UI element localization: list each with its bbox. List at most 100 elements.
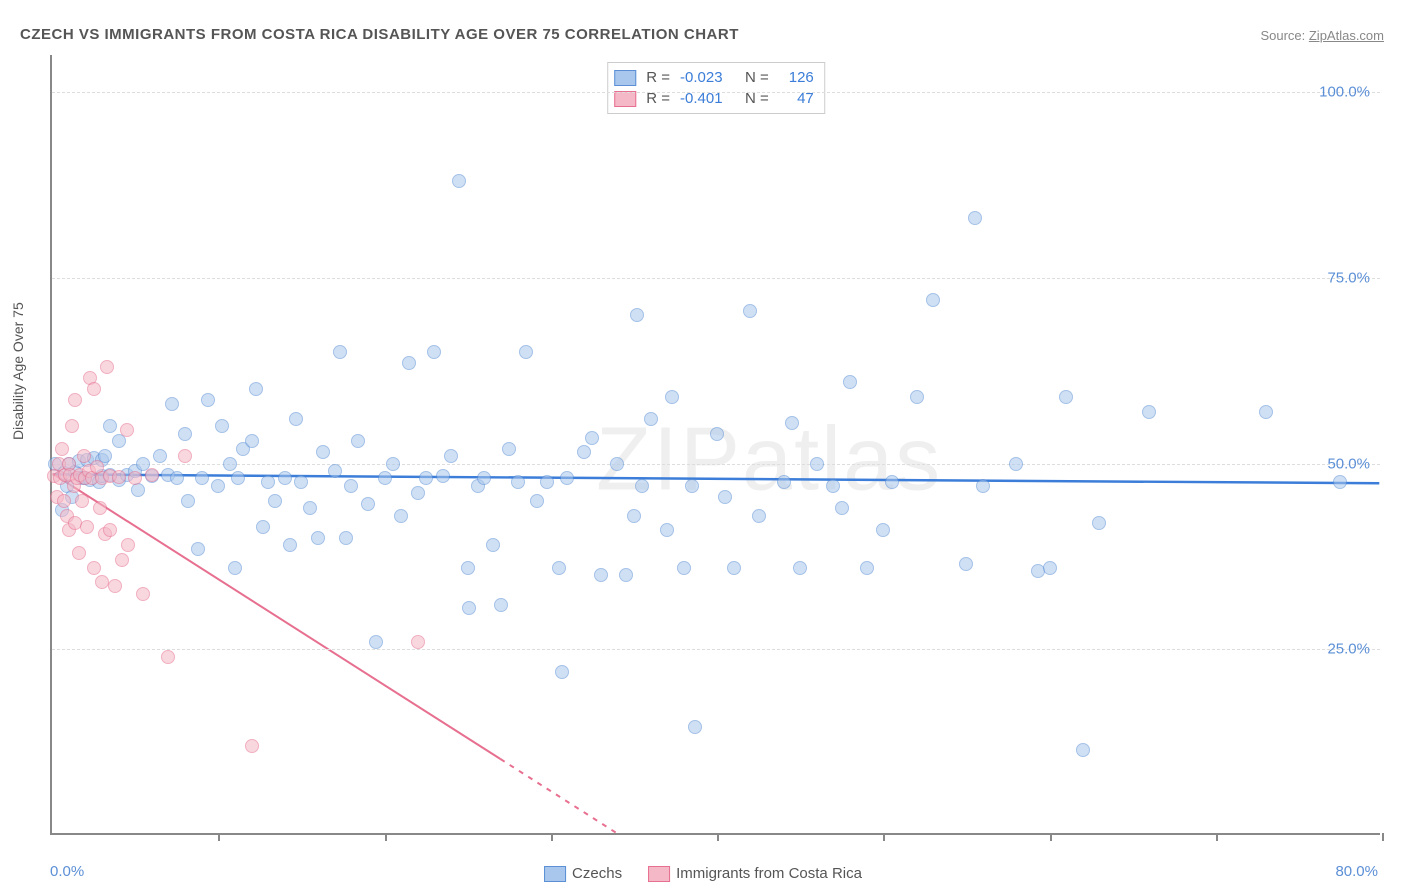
data-point bbox=[289, 412, 303, 426]
data-point bbox=[826, 479, 840, 493]
data-point bbox=[195, 471, 209, 485]
data-point bbox=[436, 469, 450, 483]
data-point bbox=[87, 382, 101, 396]
data-point bbox=[660, 523, 674, 537]
x-axis-max-label: 80.0% bbox=[1335, 863, 1378, 880]
source-attribution: Source: ZipAtlas.com bbox=[1260, 28, 1384, 43]
data-point bbox=[87, 561, 101, 575]
data-point bbox=[55, 442, 69, 456]
data-point bbox=[577, 445, 591, 459]
data-point bbox=[108, 579, 122, 593]
data-point bbox=[685, 479, 699, 493]
data-point bbox=[93, 501, 107, 515]
legend-item: Immigrants from Costa Rica bbox=[648, 865, 862, 882]
data-point bbox=[959, 557, 973, 571]
data-point bbox=[386, 457, 400, 471]
y-axis-label: Disability Age Over 75 bbox=[10, 302, 26, 440]
data-point bbox=[427, 345, 441, 359]
data-point bbox=[223, 457, 237, 471]
data-point bbox=[444, 449, 458, 463]
x-tick bbox=[1216, 833, 1218, 841]
regression-legend: R =-0.023N =126R =-0.401N =47 bbox=[607, 62, 825, 114]
chart-title: CZECH VS IMMIGRANTS FROM COSTA RICA DISA… bbox=[20, 26, 739, 43]
data-point bbox=[552, 561, 566, 575]
gridline bbox=[52, 464, 1380, 465]
data-point bbox=[910, 390, 924, 404]
data-point bbox=[256, 520, 270, 534]
data-point bbox=[369, 635, 383, 649]
data-point bbox=[57, 494, 71, 508]
legend-label: Czechs bbox=[572, 865, 622, 882]
data-point bbox=[294, 475, 308, 489]
data-point bbox=[585, 431, 599, 445]
y-tick-label: 25.0% bbox=[1327, 641, 1370, 658]
data-point bbox=[743, 304, 757, 318]
source-link[interactable]: ZipAtlas.com bbox=[1309, 28, 1384, 43]
data-point bbox=[261, 475, 275, 489]
data-point bbox=[502, 442, 516, 456]
y-tick-label: 50.0% bbox=[1327, 455, 1370, 472]
data-point bbox=[1076, 743, 1090, 757]
data-point bbox=[635, 479, 649, 493]
data-point bbox=[452, 174, 466, 188]
data-point bbox=[644, 412, 658, 426]
x-tick bbox=[1382, 833, 1384, 841]
data-point bbox=[1092, 516, 1106, 530]
data-point bbox=[75, 494, 89, 508]
data-point bbox=[665, 390, 679, 404]
data-point bbox=[1333, 475, 1347, 489]
data-point bbox=[860, 561, 874, 575]
data-point bbox=[885, 475, 899, 489]
data-point bbox=[462, 601, 476, 615]
data-point bbox=[530, 494, 544, 508]
data-point bbox=[65, 419, 79, 433]
data-point bbox=[976, 479, 990, 493]
legend-swatch bbox=[648, 866, 670, 882]
x-tick bbox=[883, 833, 885, 841]
data-point bbox=[231, 471, 245, 485]
data-point bbox=[178, 427, 192, 441]
data-point bbox=[77, 449, 91, 463]
data-point bbox=[926, 293, 940, 307]
legend-label: Immigrants from Costa Rica bbox=[676, 865, 862, 882]
legend-row: R =-0.023N =126 bbox=[614, 67, 814, 88]
data-point bbox=[215, 419, 229, 433]
gridline bbox=[52, 92, 1380, 93]
data-point bbox=[103, 419, 117, 433]
data-point bbox=[245, 434, 259, 448]
legend-n-value: 126 bbox=[779, 69, 814, 86]
data-point bbox=[560, 471, 574, 485]
data-point bbox=[486, 538, 500, 552]
data-point bbox=[283, 538, 297, 552]
data-point bbox=[112, 470, 126, 484]
data-point bbox=[351, 434, 365, 448]
x-tick bbox=[717, 833, 719, 841]
data-point bbox=[333, 345, 347, 359]
data-point bbox=[718, 490, 732, 504]
x-axis-min-label: 0.0% bbox=[50, 863, 84, 880]
data-point bbox=[80, 520, 94, 534]
data-point bbox=[361, 497, 375, 511]
data-point bbox=[100, 360, 114, 374]
data-point bbox=[785, 416, 799, 430]
gridline bbox=[52, 649, 1380, 650]
data-point bbox=[228, 561, 242, 575]
data-point bbox=[72, 546, 86, 560]
x-tick bbox=[1050, 833, 1052, 841]
x-tick bbox=[218, 833, 220, 841]
data-point bbox=[303, 501, 317, 515]
data-point bbox=[278, 471, 292, 485]
source-prefix: Source: bbox=[1260, 28, 1308, 43]
data-point bbox=[245, 739, 259, 753]
data-point bbox=[494, 598, 508, 612]
data-point bbox=[419, 471, 433, 485]
data-point bbox=[627, 509, 641, 523]
data-point bbox=[710, 427, 724, 441]
data-point bbox=[1142, 405, 1156, 419]
regression-line bbox=[53, 474, 1380, 483]
legend-swatch bbox=[544, 866, 566, 882]
data-point bbox=[178, 449, 192, 463]
data-point bbox=[968, 211, 982, 225]
data-point bbox=[619, 568, 633, 582]
data-point bbox=[120, 423, 134, 437]
